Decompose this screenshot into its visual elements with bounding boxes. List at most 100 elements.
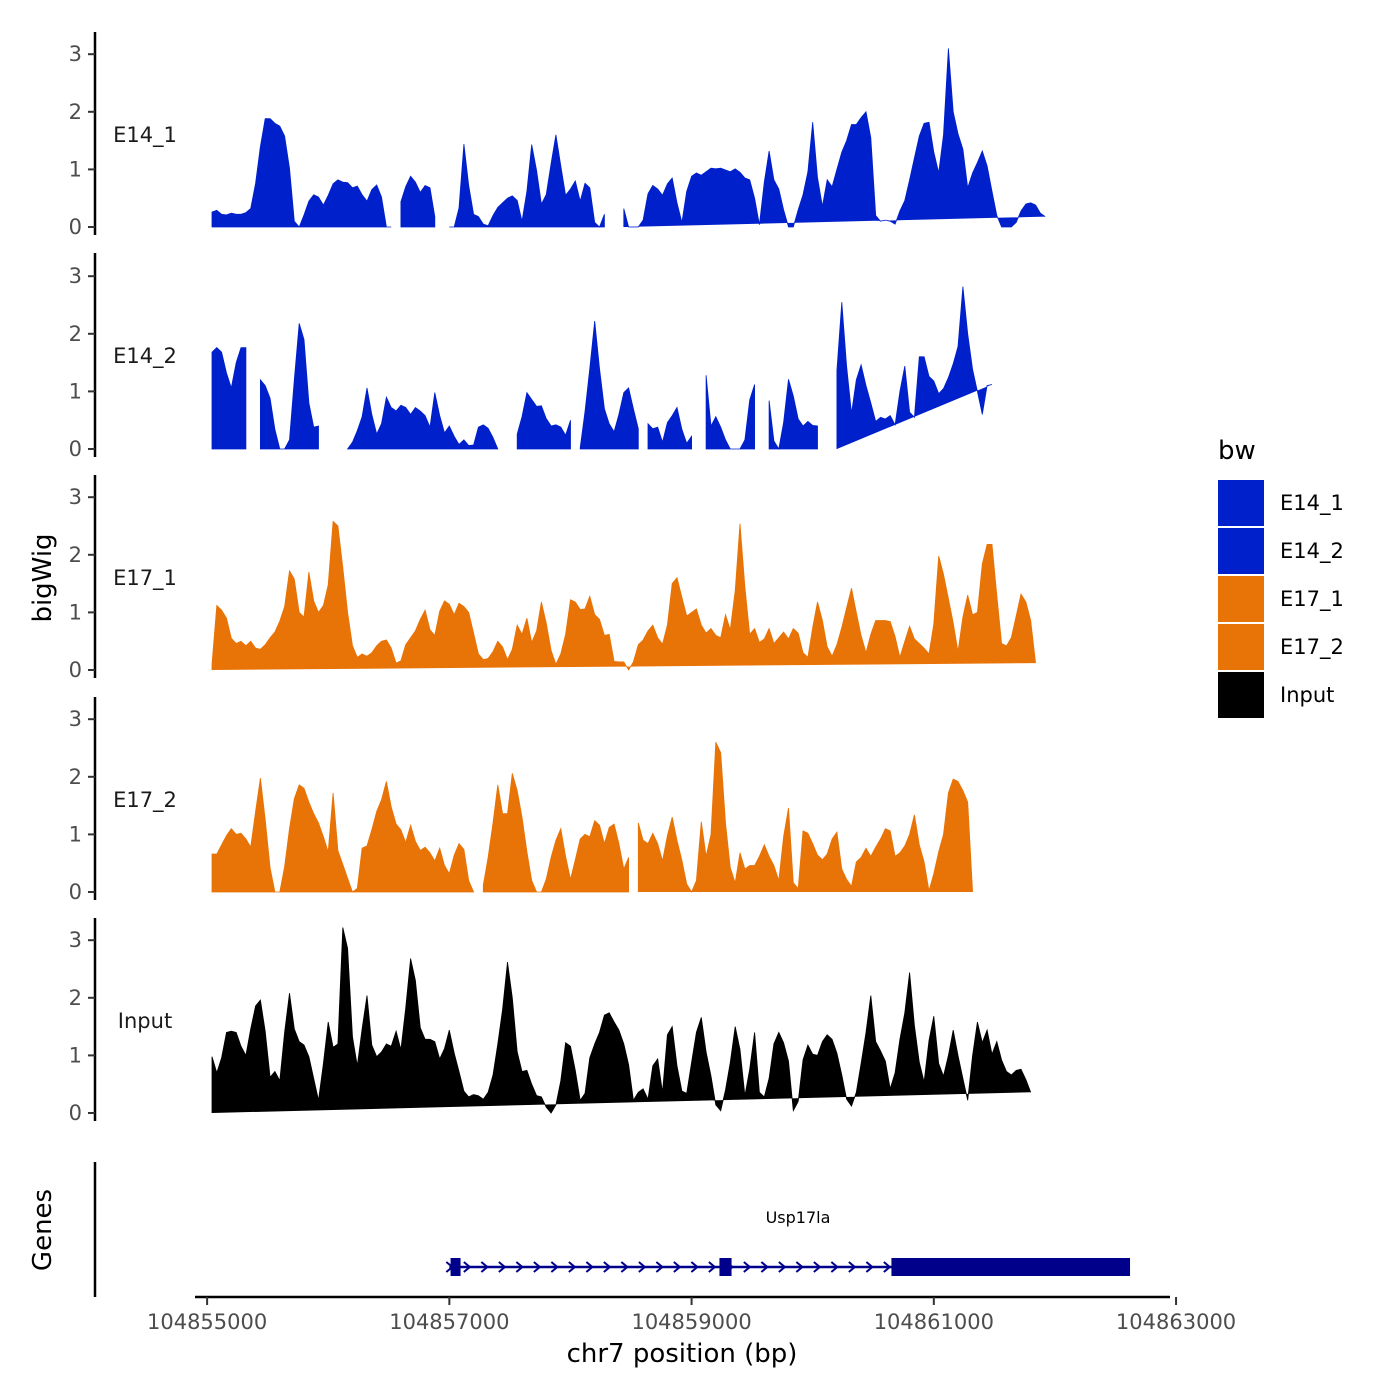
- strand-arrow-icon: [533, 1261, 542, 1273]
- gene-exon: [450, 1258, 461, 1276]
- y-tick-label: 1: [69, 157, 82, 181]
- strand-arrow-icon: [690, 1261, 699, 1273]
- track-label: E17_2: [113, 788, 177, 813]
- strand-arrow-icon: [848, 1261, 857, 1273]
- y-tick-label: 0: [69, 1101, 82, 1125]
- x-tick-label: 104855000: [147, 1310, 267, 1334]
- track-area: [211, 347, 247, 450]
- track-area: [260, 323, 319, 450]
- track-E17_2: 0 1 2 3 E17_2: [69, 697, 973, 904]
- strand-arrow-icon: [463, 1261, 472, 1273]
- track-area: [768, 379, 818, 451]
- y-tick-label: 2: [69, 986, 82, 1010]
- legend-swatch: [1218, 672, 1264, 718]
- legend-swatch: [1218, 528, 1264, 574]
- track-area: [579, 321, 639, 450]
- track-area: [211, 118, 392, 228]
- legend-title: bw: [1218, 436, 1256, 466]
- track-label: E17_1: [113, 566, 177, 591]
- y-tick-label: 2: [69, 100, 82, 124]
- x-tick-label: 104863000: [1116, 1310, 1236, 1334]
- track-area: [211, 520, 1036, 671]
- track-area: [482, 773, 629, 893]
- strand-arrow-icon: [498, 1261, 507, 1273]
- strand-arrow-icon: [795, 1261, 804, 1273]
- x-tick-label: 104861000: [874, 1310, 994, 1334]
- y-tick-label: 1: [69, 1043, 82, 1067]
- track-E14_1: 0 1 2 3 E14_1: [69, 32, 1046, 239]
- track-area: [647, 406, 692, 450]
- track-E17_1: 0 1 2 3 E17_1: [69, 475, 1036, 682]
- y-tick-label: 2: [69, 322, 82, 346]
- x-axis: 104855000 104857000 104859000 104861000 1048…: [147, 1295, 1236, 1334]
- track-E14_2: 0 1 2 3 E14_2: [69, 253, 993, 461]
- track-area: [211, 777, 475, 893]
- legend-swatch: [1218, 624, 1264, 670]
- legend-label: E14_1: [1280, 491, 1344, 516]
- strand-arrow-icon: [865, 1261, 874, 1273]
- legend: bw E14_1 E14_2 E17_1 E17_2 Input: [1218, 436, 1344, 718]
- strand-arrow-icon: [620, 1261, 629, 1273]
- strand-arrow-icon: [760, 1261, 769, 1273]
- gene-exon: [891, 1258, 1131, 1276]
- y-tick-label: 0: [69, 437, 82, 461]
- gene-Usp17la: Usp17la: [445, 1208, 1131, 1276]
- y-tick-label: 2: [69, 543, 82, 567]
- y-tick-label: 1: [69, 379, 82, 403]
- legend-label: Input: [1280, 683, 1334, 707]
- track-area: [211, 927, 1032, 1114]
- track-area: [836, 286, 993, 449]
- gene-label: Usp17la: [766, 1208, 831, 1227]
- x-tick-label: 104859000: [631, 1310, 751, 1334]
- track-area: [705, 375, 755, 450]
- strand-arrow-icon: [655, 1261, 664, 1273]
- track-area: [637, 742, 973, 893]
- y-tick-label: 0: [69, 215, 82, 239]
- legend-label: E17_2: [1280, 635, 1344, 660]
- strand-arrow-icon: [813, 1261, 822, 1273]
- strand-arrow-icon: [708, 1261, 717, 1273]
- x-axis-title: chr7 position (bp): [567, 1339, 798, 1369]
- strand-arrow-icon: [550, 1261, 559, 1273]
- genes-panel: Usp17la: [93, 1162, 1131, 1297]
- track-label: Input: [118, 1009, 172, 1033]
- track-area: [400, 175, 436, 228]
- y-tick-label: 2: [69, 765, 82, 789]
- strand-arrow-icon: [585, 1261, 594, 1273]
- y-tick-label: 1: [69, 822, 82, 846]
- track-label: E14_2: [113, 344, 177, 369]
- legend-swatch: [1218, 480, 1264, 526]
- gene-exon: [719, 1258, 732, 1276]
- strand-arrow-icon: [603, 1261, 612, 1273]
- strand-arrow-icon: [568, 1261, 577, 1273]
- legend-swatch: [1218, 576, 1264, 622]
- strand-arrow-icon: [480, 1261, 489, 1273]
- y-tick-label: 3: [69, 264, 82, 288]
- strand-arrow-icon: [883, 1261, 892, 1273]
- y-tick-label: 3: [69, 928, 82, 952]
- y-tick-label: 0: [69, 658, 82, 682]
- y-tick-label: 0: [69, 880, 82, 904]
- x-tick-label: 104857000: [389, 1310, 509, 1334]
- strand-arrow-icon: [743, 1261, 752, 1273]
- track-area: [623, 48, 1046, 228]
- y-tick-label: 3: [69, 707, 82, 731]
- track-area: [516, 391, 571, 450]
- strand-arrow-icon: [515, 1261, 524, 1273]
- y-tick-label: 3: [69, 42, 82, 66]
- genes-axis-title: Genes: [28, 1189, 58, 1271]
- y-tick-label: 3: [69, 485, 82, 509]
- y-tick-label: 1: [69, 600, 82, 624]
- track-area: [449, 134, 605, 228]
- track-area: [346, 387, 499, 450]
- tracks-layer: 0 1 2 3 E14_1 0 1 2 3 E14_2 0 1 2 3 E17_1 0 1 2 3 E17_2 0 1 2 3…: [69, 32, 1046, 1125]
- strand-arrow-icon: [830, 1261, 839, 1273]
- strand-arrow-icon: [638, 1261, 647, 1273]
- y-axis-title: bigWig: [28, 533, 58, 622]
- strand-arrow-icon: [673, 1261, 682, 1273]
- legend-label: E17_1: [1280, 587, 1344, 612]
- legend-label: E14_2: [1280, 539, 1344, 564]
- strand-arrow-icon: [778, 1261, 787, 1273]
- track-label: E14_1: [113, 123, 177, 148]
